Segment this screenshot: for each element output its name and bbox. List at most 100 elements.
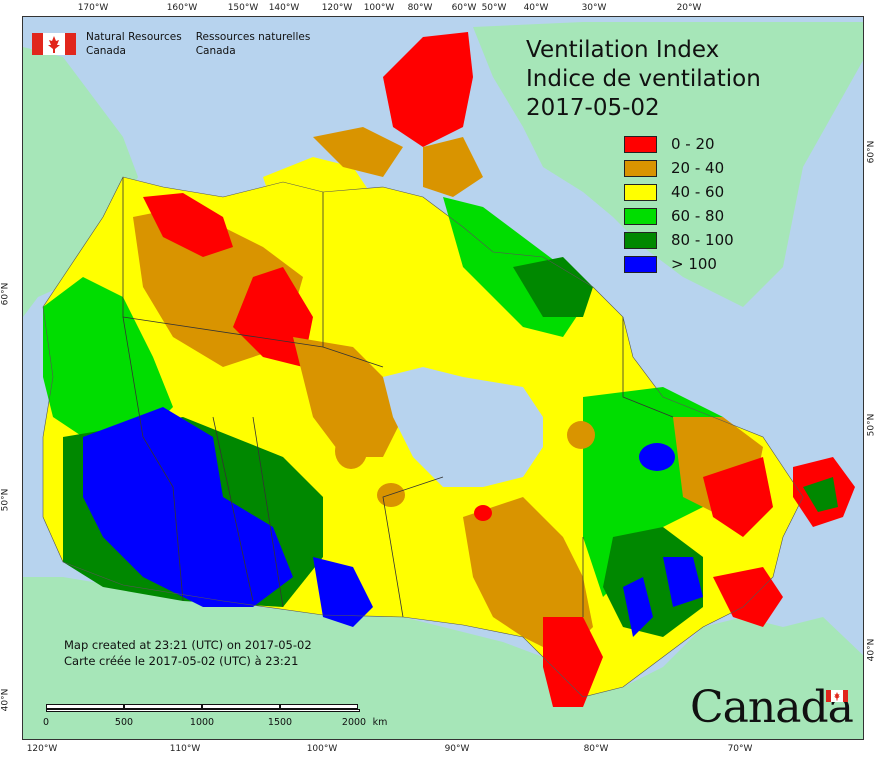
baffin-island-east [513, 257, 593, 317]
lon-tick-top: 50°W [481, 3, 507, 13]
region-20-40 [335, 433, 367, 469]
lon-tick-bottom: 120°W [26, 744, 58, 754]
scale-label: 500 [114, 717, 134, 728]
creation-note: Map created at 23:21 (UTC) on 2017-05-02… [64, 637, 312, 669]
region-0-20 [143, 193, 233, 257]
legend-label: 40 - 60 [671, 183, 725, 201]
scale-unit: km [372, 717, 388, 728]
legend-swatch [624, 159, 657, 177]
region-20-40 [293, 337, 403, 457]
legend-label: > 100 [671, 255, 717, 273]
region-over-100 [83, 407, 293, 607]
arctic-island [423, 137, 483, 197]
lon-tick-top: 30°W [581, 3, 607, 13]
scale-label: 0 [42, 717, 50, 728]
creation-note-fr: Carte créée le 2017-05-02 (UTC) à 23:21 [64, 654, 299, 668]
canada-flag-icon [32, 33, 76, 55]
lon-tick-top: 170°W [77, 3, 109, 13]
agency-name-en: Natural Resources Canada [86, 30, 182, 58]
ventilation-index-map[interactable] [23, 17, 864, 740]
lon-tick-top: 20°W [676, 3, 702, 13]
lon-tick-top: 60°W [451, 3, 477, 13]
canada-flag-icon [826, 690, 848, 702]
agency-name-fr: Ressources naturelles Canada [196, 30, 311, 58]
arctic-island [313, 127, 403, 177]
region-0-20 [543, 617, 603, 707]
legend-item: 60 - 80 [624, 204, 734, 228]
legend: 0 - 20 20 - 40 40 - 60 60 - 80 80 - 100 > 100 [624, 132, 734, 276]
usa-landmass [23, 577, 863, 739]
legend-item: 40 - 60 [624, 180, 734, 204]
lon-tick-top: 100°W [363, 3, 395, 13]
legend-item: 0 - 20 [624, 132, 734, 156]
map-date: 2017-05-02 [526, 95, 660, 121]
hudson-bay [383, 367, 543, 487]
lon-tick-top: 160°W [166, 3, 198, 13]
map-canvas[interactable] [22, 16, 864, 740]
title-en: Ventilation Index [526, 37, 720, 63]
agency-name-en-line2: Canada [86, 45, 126, 57]
region-60-80 [43, 277, 173, 437]
region-over-100 [623, 577, 653, 637]
scale-bar: 0 500 1000 1500 2000 km [43, 704, 387, 728]
region-over-100 [663, 557, 703, 607]
lon-tick-bottom: 100°W [306, 744, 338, 754]
lon-tick-top: 120°W [321, 3, 353, 13]
region-20-40 [567, 421, 595, 449]
lon-tick-bottom: 80°W [583, 744, 609, 754]
region-20-40 [377, 483, 405, 507]
lon-tick-top: 40°W [523, 3, 549, 13]
scale-segment [280, 704, 358, 709]
legend-label: 20 - 40 [671, 159, 725, 177]
lon-tick-top: 80°W [407, 3, 433, 13]
lat-tick-left: 40°N [0, 688, 11, 712]
region-80-100 [803, 477, 838, 512]
greenland-landmass [473, 22, 863, 307]
legend-swatch [624, 255, 657, 273]
legend-label: 60 - 80 [671, 207, 725, 225]
agency-name-fr-line2: Canada [195, 45, 236, 57]
scale-segment [46, 704, 124, 709]
agency-name-fr-line1: Ressources naturelles [195, 31, 311, 43]
legend-item: 20 - 40 [624, 156, 734, 180]
agency-name-en-line1: Natural Resources [86, 31, 182, 43]
scale-label: 2000 [341, 717, 367, 728]
region-0-20 [713, 567, 783, 627]
lat-tick-left: 60°N [0, 282, 11, 306]
scale-label: 1500 [267, 717, 293, 728]
canada-coastline [42, 176, 804, 698]
lon-tick-bottom: 110°W [169, 744, 201, 754]
lon-tick-top: 140°W [268, 3, 300, 13]
legend-label: 80 - 100 [671, 231, 734, 249]
creation-note-en: Map created at 23:21 (UTC) on 2017-05-02 [64, 638, 312, 652]
scale-segment [124, 704, 202, 709]
region-0-20 [474, 505, 492, 521]
title-fr: Indice de ventilation [526, 66, 761, 92]
region-over-100 [313, 557, 373, 627]
scale-segment [202, 704, 280, 709]
lon-tick-bottom: 70°W [727, 744, 753, 754]
alaska-landmass [23, 47, 138, 317]
legend-swatch [624, 231, 657, 249]
lon-tick-bottom: 90°W [444, 744, 470, 754]
agency-signature: Natural Resources Canada Ressources natu… [32, 30, 324, 58]
lat-tick-right: 60°N [866, 140, 877, 164]
lat-tick-right: 50°N [866, 413, 877, 437]
legend-swatch [624, 135, 657, 153]
lat-tick-right: 40°N [866, 638, 877, 662]
province-borders [122, 177, 674, 618]
scale-segment [46, 709, 360, 712]
lon-tick-top: 150°W [227, 3, 259, 13]
lat-tick-left: 50°N [0, 488, 11, 512]
region-over-100 [639, 443, 675, 471]
legend-swatch [624, 183, 657, 201]
region-0-20 [233, 267, 313, 367]
legend-label: 0 - 20 [671, 135, 715, 153]
map-title: Ventilation Index Indice de ventilation … [526, 36, 761, 123]
legend-item: 80 - 100 [624, 228, 734, 252]
scale-label: 1000 [189, 717, 215, 728]
ellesmere-island [383, 32, 473, 147]
legend-swatch [624, 207, 657, 225]
region-0-20 [703, 457, 773, 537]
